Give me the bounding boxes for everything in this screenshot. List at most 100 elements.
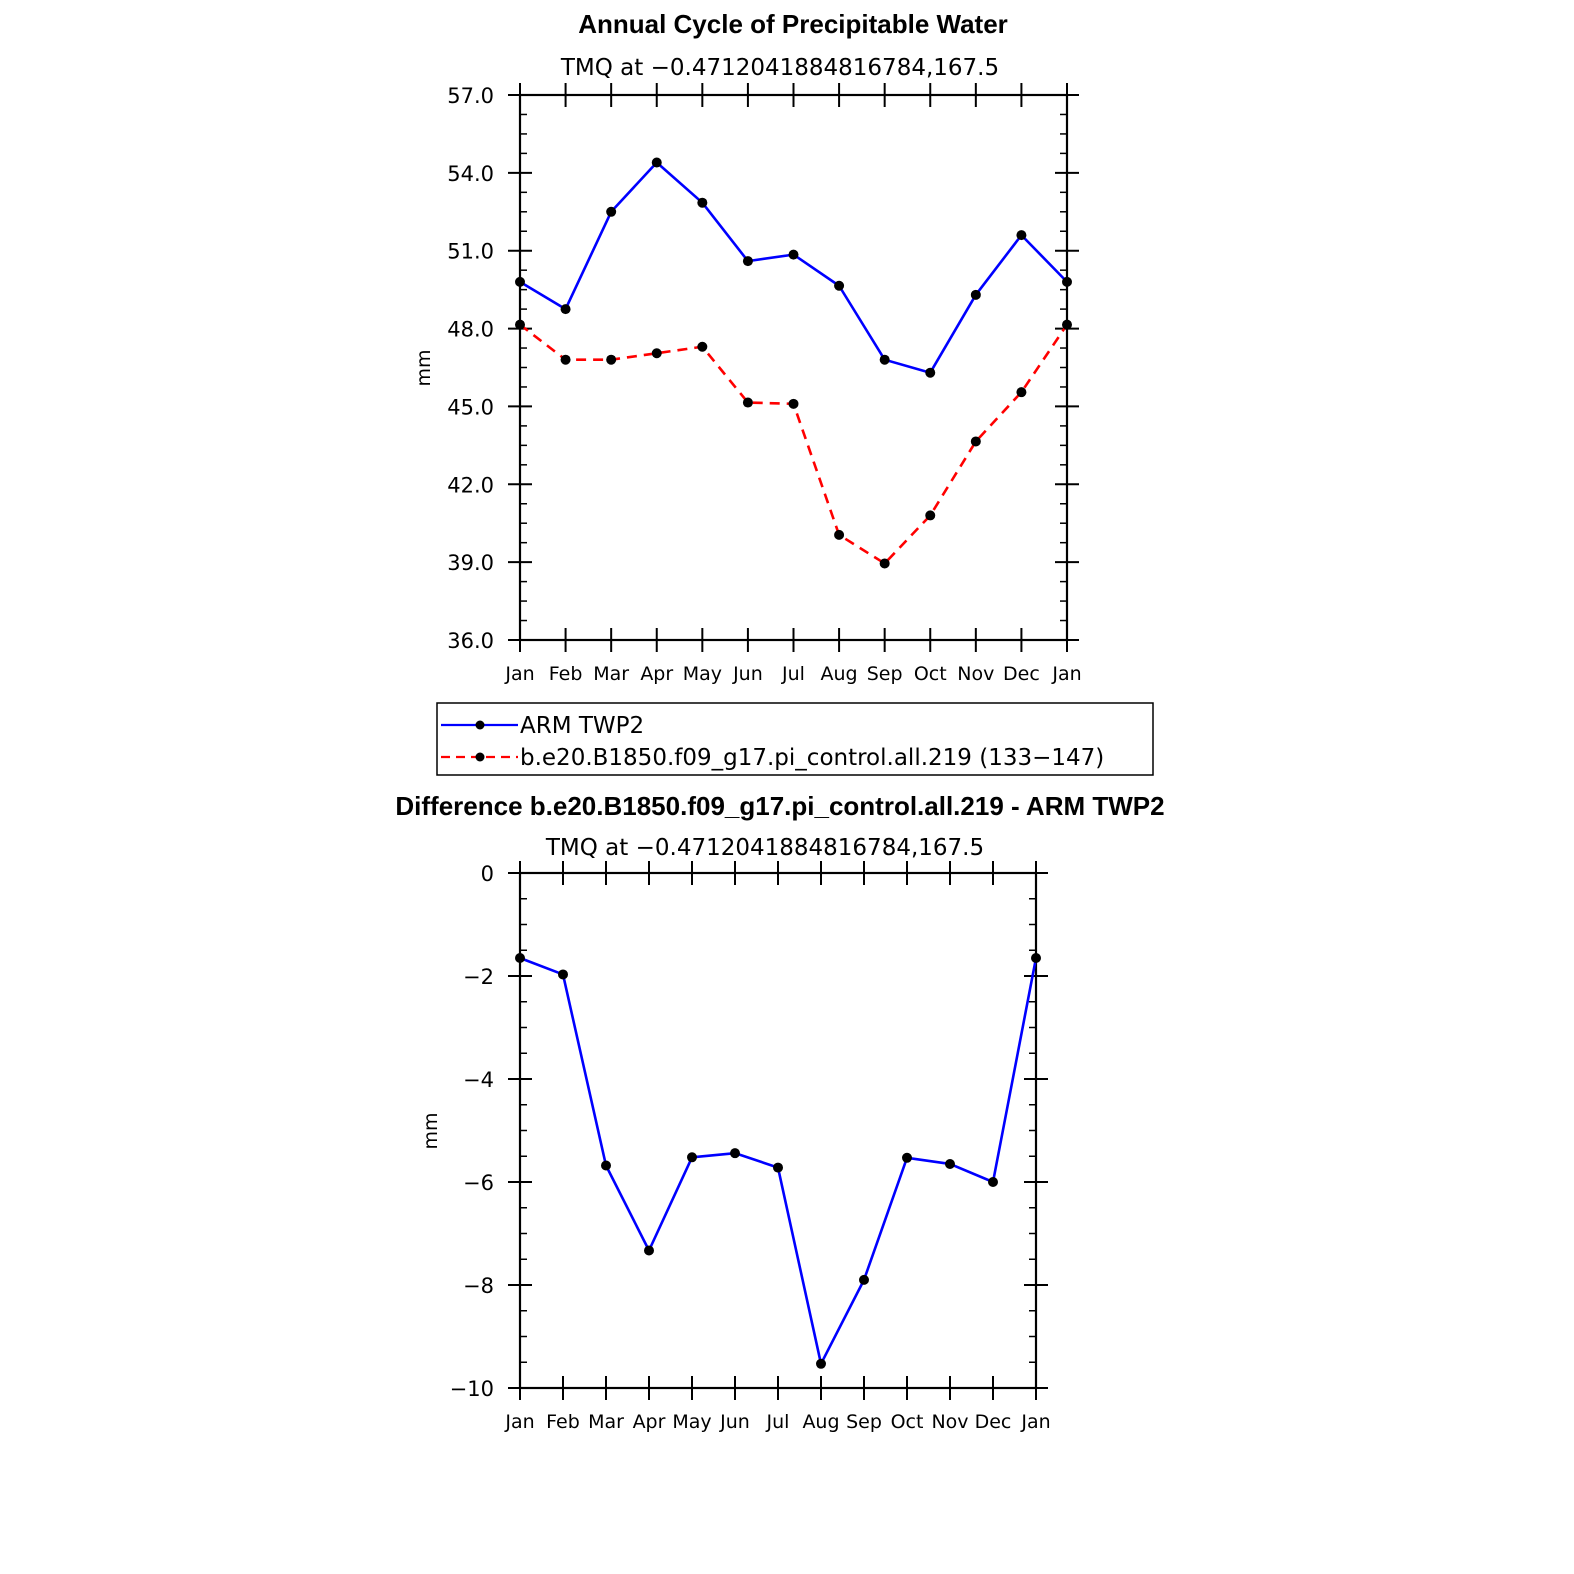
data-point — [1016, 230, 1027, 241]
x-tick-label: Jan — [1051, 663, 1081, 685]
data-point — [644, 1245, 654, 1256]
data-point — [651, 348, 662, 359]
y-tick-label: −8 — [463, 1274, 494, 1298]
x-tick-label: Feb — [546, 1411, 580, 1433]
legend-label-model: b.e20.B1850.f09_g17.pi_control.all.219 (… — [520, 745, 1104, 771]
x-tick-label: Apr — [633, 1411, 666, 1433]
data-point — [859, 1274, 869, 1285]
data-point — [606, 206, 617, 217]
y-tick-label: 48.0 — [447, 318, 494, 342]
data-point — [988, 1177, 998, 1187]
legend-marker-model — [475, 752, 485, 762]
data-point — [834, 280, 845, 291]
data-point — [742, 397, 753, 408]
data-point — [515, 319, 525, 330]
y-tick-label: −10 — [450, 1377, 494, 1401]
x-tick-label: Sep — [867, 663, 903, 685]
data-point — [902, 1152, 912, 1163]
data-point — [834, 529, 845, 540]
x-tick-label: Oct — [914, 663, 947, 685]
y-tick-label: 39.0 — [447, 551, 494, 575]
x-tick-label: Mar — [593, 663, 629, 685]
x-tick-label: Apr — [640, 663, 673, 685]
data-point — [970, 436, 981, 447]
x-tick-label: Dec — [975, 1411, 1012, 1433]
data-point — [925, 510, 936, 521]
y-tick-label: −4 — [463, 1068, 494, 1092]
y-tick-labels: 36.0 39.0 42.0 45.0 48.0 51.0 54.0 57.0 — [447, 84, 494, 653]
chart-title: Annual Cycle of Precipitable Water — [578, 9, 1008, 39]
data-point — [515, 276, 525, 287]
y-tick-label: 0 — [481, 862, 494, 886]
y-tick-label: 57.0 — [447, 84, 494, 108]
y-axis-label: mm — [420, 1112, 442, 1149]
data-point — [816, 1358, 826, 1369]
data-point — [601, 1160, 611, 1171]
x-tick-label: Jun — [719, 1411, 750, 1433]
x-tick-label: Jan — [1020, 1411, 1050, 1433]
x-tick-label: Jan — [504, 663, 534, 685]
x-tick-labels: Jan Feb Mar Apr May Jun Jul Aug Sep Oct Nov Dec Jan — [504, 663, 1081, 685]
x-tick-label: May — [672, 1411, 711, 1433]
series-line-0 — [519, 956, 1038, 1366]
data-point — [788, 398, 799, 409]
data-point — [515, 952, 525, 963]
data-point — [773, 1162, 783, 1173]
x-tick-label: Jun — [732, 663, 763, 685]
y-tick-label: 45.0 — [447, 395, 494, 419]
data-point — [560, 354, 571, 365]
data-point — [945, 1158, 955, 1169]
legend: ARM TWP2 b.e20.B1850.f09_g17.pi_control.… — [436, 702, 1154, 776]
y-tick-label: −2 — [463, 965, 494, 989]
x-tick-label: Aug — [802, 1411, 839, 1433]
x-tick-label: Dec — [1003, 663, 1040, 685]
y-tick-label: −6 — [463, 1171, 494, 1195]
series-line-0 — [519, 161, 1068, 374]
data-point — [925, 367, 936, 378]
data-point — [1062, 319, 1072, 330]
legend-marker-arm — [475, 720, 485, 730]
data-point — [687, 1152, 697, 1163]
y-tick-label: 54.0 — [447, 162, 494, 186]
data-point — [788, 249, 799, 260]
chart-subtitle: TMQ at −0.4712041884816784,167.5 — [560, 55, 999, 81]
difference-chart: Difference b.e20.B1850.f09_g17.pi_contro… — [395, 791, 1164, 1433]
x-tick-label: Sep — [846, 1411, 882, 1433]
data-point — [730, 1148, 740, 1159]
y-tick-label: 42.0 — [447, 473, 494, 497]
data-point — [558, 969, 568, 980]
x-tick-label: Jan — [504, 1411, 534, 1433]
data-point — [1062, 276, 1072, 287]
x-tick-label: Nov — [931, 1411, 968, 1433]
plot-frame — [518, 93, 1069, 642]
data-point — [1016, 387, 1027, 398]
data-point — [970, 289, 981, 300]
chart-subtitle: TMQ at −0.4712041884816784,167.5 — [545, 835, 984, 861]
series-line-1 — [519, 323, 1069, 565]
series-layer — [515, 157, 1072, 569]
x-tick-label: Aug — [821, 663, 858, 685]
x-tick-label: Jul — [781, 663, 805, 685]
y-tick-labels: −10 −8 −6 −4 −2 0 — [450, 862, 494, 1401]
data-point — [560, 304, 571, 315]
annual-cycle-chart: Annual Cycle of Precipitable Water TMQ a… — [413, 9, 1082, 685]
x-tick-labels: Jan Feb Mar Apr May Jun Jul Aug Sep Oct Nov Dec Jan — [504, 1411, 1050, 1433]
data-point — [879, 558, 890, 569]
series-layer — [515, 952, 1041, 1369]
chart-title: Difference b.e20.B1850.f09_g17.pi_contro… — [395, 791, 1164, 821]
x-tick-label: Nov — [957, 663, 994, 685]
data-point — [697, 197, 708, 208]
data-point — [606, 354, 617, 365]
data-point — [651, 157, 662, 168]
x-tick-label: May — [683, 663, 722, 685]
data-point — [697, 341, 708, 352]
data-point — [742, 256, 753, 267]
x-tick-label: Oct — [891, 1411, 924, 1433]
legend-label-arm: ARM TWP2 — [520, 713, 644, 739]
x-tick-label: Jul — [766, 1411, 790, 1433]
plot-area — [508, 83, 1079, 652]
data-point — [879, 354, 890, 365]
x-tick-label: Mar — [588, 1411, 624, 1433]
y-axis-label: mm — [413, 349, 435, 386]
